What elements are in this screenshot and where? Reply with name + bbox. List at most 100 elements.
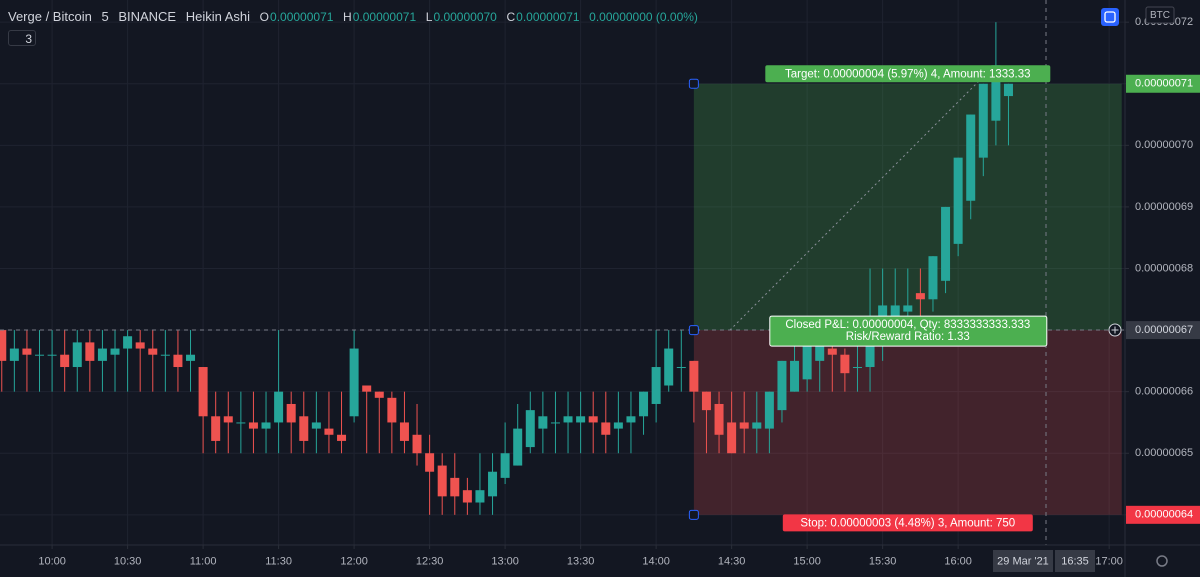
crosshair-time: 16:35: [1061, 555, 1089, 567]
date-label-box: [993, 550, 1053, 572]
candle-body: [538, 416, 548, 429]
candle-body: [953, 157, 963, 244]
settings-icon[interactable]: [1156, 555, 1168, 567]
candle-body: [852, 367, 862, 369]
candle-body: [123, 336, 133, 349]
indicator-toggle[interactable]: 3: [8, 30, 36, 46]
target-tag-box: [1126, 74, 1200, 93]
currency: BTC: [1150, 10, 1170, 21]
x-tick-label: 12:30: [416, 555, 444, 567]
interval: 5: [101, 9, 109, 24]
scale-button[interactable]: [1101, 8, 1119, 26]
candle-body: [563, 416, 573, 423]
candle-body: [211, 416, 221, 441]
chart-style: Heikin Ashi: [185, 9, 251, 24]
candle-body: [815, 342, 825, 361]
candle-body: [639, 391, 649, 417]
scale-button-icon: [1104, 11, 1116, 23]
candle-body: [110, 348, 120, 355]
candle-body: [550, 422, 560, 424]
candle-body: [651, 367, 661, 404]
candle-body: [727, 422, 737, 454]
candle-body: [387, 397, 397, 423]
candle-body: [978, 83, 988, 158]
candle-body: [9, 348, 19, 361]
candle-body: [349, 348, 359, 417]
x-tick-label: 12:00: [340, 555, 368, 567]
target-label-box: [765, 65, 1051, 83]
candle-body: [613, 422, 623, 429]
candle-body: [186, 354, 196, 361]
position-labels: Target: 0.00000004 (5.97%) 4, Amount: 13…: [688, 65, 1051, 532]
ohlc-value: 0.00000071: [516, 10, 580, 24]
candle-body: [148, 348, 158, 355]
candle-body: [97, 348, 107, 361]
x-tick-label: 13:30: [567, 555, 595, 567]
entry-tag-box: [1126, 321, 1200, 340]
candle-body: [941, 206, 951, 281]
x-tick-label: 11:30: [265, 555, 292, 567]
candle-body: [827, 348, 837, 355]
candle-body: [890, 305, 900, 318]
candle-body: [374, 391, 384, 398]
candle-body: [85, 342, 95, 361]
candle-body: [525, 410, 535, 448]
ohlc-key: L: [425, 10, 433, 24]
candle-body: [802, 342, 812, 380]
candle-body: [777, 360, 787, 411]
position-handle[interactable]: [688, 509, 699, 520]
candle-body: [626, 416, 636, 423]
x-tick-label: 11:00: [190, 555, 217, 567]
candle-body: [72, 342, 82, 368]
grid: [0, 0, 1125, 545]
position-handle[interactable]: [688, 325, 699, 336]
stop-tag-box: [1126, 505, 1200, 524]
symbol-title: Verge / Bitcoin: [8, 9, 92, 24]
candle-body: [840, 354, 850, 374]
exchange: BINANCE: [118, 9, 177, 24]
candle-body: [915, 293, 925, 300]
y-tick-label: 0.00000069: [1135, 201, 1193, 213]
indicator-count: 3: [25, 32, 32, 46]
candle-body: [1003, 83, 1013, 97]
position-handle[interactable]: [688, 78, 699, 89]
candle-body: [701, 391, 711, 411]
stop-tag: 0.00000064: [1135, 509, 1193, 521]
candle-body: [790, 360, 800, 392]
candle-body: [664, 348, 674, 386]
candles: [0, 22, 1013, 515]
x-tick-label: 10:00: [38, 555, 66, 567]
x-tick-label: 10:30: [114, 555, 142, 567]
candle-body: [22, 348, 32, 355]
y-tick-label: 0.00000068: [1135, 262, 1193, 274]
date-label: 29 Mar '21: [997, 555, 1049, 567]
candle-body: [752, 422, 762, 429]
x-tick-label: 17:00: [1095, 555, 1123, 567]
candle-body: [676, 367, 686, 369]
candle-body: [689, 360, 699, 392]
ohlc-value: 0.00000071: [352, 10, 417, 24]
ohlc-key: O: [259, 10, 270, 24]
position-trend-line: [729, 74, 986, 331]
candle-body: [865, 342, 875, 368]
x-tick-label: 14:00: [642, 555, 670, 567]
candle-body: [0, 330, 7, 361]
candle-body: [576, 416, 586, 423]
candle-body: [462, 490, 472, 503]
pnl-label: Closed P&L: 0.00000004, Qty: 8333333333.…: [785, 319, 1030, 331]
candle-body: [588, 416, 598, 423]
candle-body: [739, 422, 749, 429]
candle-body: [488, 471, 498, 497]
candle-body: [966, 114, 976, 201]
candle-body: [236, 422, 246, 424]
change: 0.00000000 (0.00%): [589, 10, 698, 24]
crosshair-time-box: [1055, 550, 1095, 572]
ohlc-key: C: [506, 10, 516, 24]
candle-body: [261, 422, 271, 429]
x-tick-label: 14:30: [718, 555, 746, 567]
entry-tag: 0.00000067: [1135, 324, 1193, 336]
x-tick-label: 16:00: [944, 555, 972, 567]
pnl-box: [769, 315, 1048, 347]
